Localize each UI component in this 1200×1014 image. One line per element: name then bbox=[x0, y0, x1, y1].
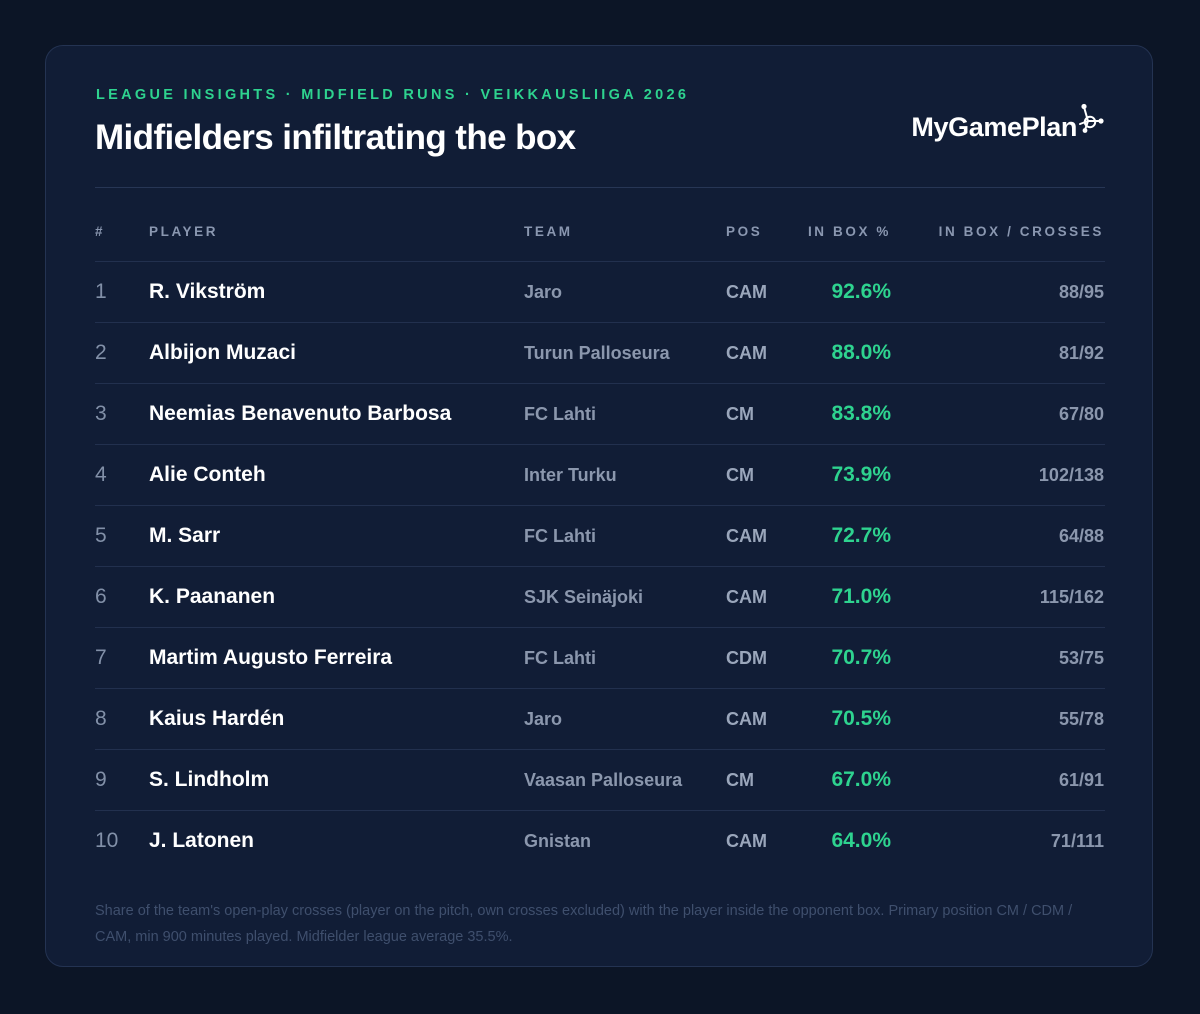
table-row: 7 Martim Augusto Ferreira FC Lahti CDM 7… bbox=[95, 628, 1105, 689]
in-box-pct-cell: 71.0% bbox=[831, 585, 891, 608]
table-row: 5 M. Sarr FC Lahti CAM 72.7% 64/88 bbox=[95, 506, 1105, 567]
in-box-pct-cell: 83.8% bbox=[831, 402, 891, 425]
in-box-pct-cell: 70.7% bbox=[831, 646, 891, 669]
rank-cell: 10 bbox=[95, 829, 119, 852]
column-header-in-box-pct: IN BOX % bbox=[807, 224, 891, 239]
column-header-in-box-crosses: IN BOX / CROSSES bbox=[938, 224, 1104, 239]
position-cell: CM bbox=[726, 404, 754, 424]
in-box-pct-cell: 72.7% bbox=[831, 524, 891, 547]
footnote: Share of the team's open-play crosses (p… bbox=[95, 903, 1073, 945]
team-cell: Jaro bbox=[524, 282, 563, 302]
team-cell: Gnistan bbox=[524, 831, 592, 851]
player-cell: Neemias Benavenuto Barbosa bbox=[149, 402, 452, 425]
player-cell: Alie Conteh bbox=[149, 463, 266, 486]
player-cell: Martim Augusto Ferreira bbox=[149, 646, 393, 669]
position-cell: CAM bbox=[726, 587, 767, 607]
player-cell: J. Latonen bbox=[149, 829, 255, 852]
rank-cell: 3 bbox=[95, 402, 107, 425]
in-box-pct-cell: 73.9% bbox=[831, 463, 891, 486]
team-cell: FC Lahti bbox=[524, 404, 596, 424]
in-box-pct-cell: 64.0% bbox=[831, 829, 891, 852]
table-row: 9 S. Lindholm Vaasan Palloseura CM 67.0%… bbox=[95, 750, 1105, 811]
position-cell: CAM bbox=[726, 343, 767, 363]
in-box-crosses-cell: 88/95 bbox=[1058, 282, 1104, 302]
in-box-crosses-cell: 67/80 bbox=[1058, 404, 1104, 424]
player-cell: R. Vikström bbox=[149, 280, 266, 303]
in-box-crosses-cell: 61/91 bbox=[1058, 770, 1104, 790]
in-box-crosses-cell: 64/88 bbox=[1058, 526, 1104, 546]
rank-cell: 8 bbox=[95, 707, 107, 730]
rank-cell: 4 bbox=[95, 463, 107, 486]
table-row: 8 Kaius Hardén Jaro CAM 70.5% 55/78 bbox=[95, 689, 1105, 750]
brand-name: MyGamePlan bbox=[911, 112, 1077, 142]
in-box-crosses-cell: 55/78 bbox=[1058, 709, 1104, 729]
brand-logo: MyGamePlan bbox=[911, 102, 1106, 141]
team-cell: Jaro bbox=[524, 709, 563, 729]
position-cell: CAM bbox=[726, 282, 767, 302]
player-cell: Albijon Muzaci bbox=[149, 341, 296, 364]
player-cell: K. Paananen bbox=[149, 585, 276, 608]
page-title: Midfielders infiltrating the box bbox=[95, 118, 576, 157]
position-cell: CAM bbox=[726, 526, 767, 546]
in-box-pct-cell: 92.6% bbox=[831, 280, 891, 303]
player-cell: S. Lindholm bbox=[149, 768, 270, 791]
kicker-label: LEAGUE INSIGHTS · MIDFIELD RUNS · VEIKKA… bbox=[96, 87, 690, 103]
team-cell: SJK Seinäjoki bbox=[524, 587, 644, 607]
column-header-rank: # bbox=[95, 224, 106, 239]
table-header: # PLAYER TEAM POS IN BOX % IN BOX / CROS… bbox=[95, 214, 1105, 262]
table-row: 6 K. Paananen SJK Seinäjoki CAM 71.0% 11… bbox=[95, 567, 1105, 628]
network-nodes-icon bbox=[1078, 102, 1106, 134]
player-cell: M. Sarr bbox=[149, 524, 221, 547]
rank-cell: 1 bbox=[95, 280, 107, 303]
in-box-crosses-cell: 81/92 bbox=[1058, 343, 1104, 363]
team-cell: Vaasan Palloseura bbox=[524, 770, 683, 790]
in-box-crosses-cell: 53/75 bbox=[1058, 648, 1104, 668]
table-row: 2 Albijon Muzaci Turun Palloseura CAM 88… bbox=[95, 323, 1105, 384]
rank-cell: 6 bbox=[95, 585, 107, 608]
team-cell: Turun Palloseura bbox=[524, 343, 670, 363]
column-header-player: PLAYER bbox=[149, 224, 219, 239]
position-cell: CM bbox=[726, 770, 754, 790]
in-box-pct-cell: 67.0% bbox=[831, 768, 891, 791]
in-box-crosses-cell: 71/111 bbox=[1050, 831, 1104, 851]
position-cell: CAM bbox=[726, 831, 767, 851]
table-row: 3 Neemias Benavenuto Barbosa FC Lahti CM… bbox=[95, 384, 1105, 445]
column-header-position: POS bbox=[726, 224, 763, 239]
team-cell: FC Lahti bbox=[524, 526, 596, 546]
in-box-crosses-cell: 115/162 bbox=[1039, 587, 1104, 607]
position-cell: CM bbox=[726, 465, 754, 485]
team-cell: Inter Turku bbox=[524, 465, 617, 485]
table-row: 10 J. Latonen Gnistan CAM 64.0% 71/111 bbox=[95, 811, 1105, 871]
rank-cell: 9 bbox=[95, 768, 107, 791]
leaderboard-card: LEAGUE INSIGHTS · MIDFIELD RUNS · VEIKKA… bbox=[45, 45, 1153, 967]
in-box-crosses-cell: 102/138 bbox=[1038, 465, 1104, 485]
table-body: 1 R. Vikström Jaro CAM 92.6% 88/95 2 Alb… bbox=[95, 262, 1105, 871]
rank-cell: 5 bbox=[95, 524, 107, 547]
player-cell: Kaius Hardén bbox=[149, 707, 285, 730]
column-header-team: TEAM bbox=[524, 224, 573, 239]
table-row: 4 Alie Conteh Inter Turku CM 73.9% 102/1… bbox=[95, 445, 1105, 506]
position-cell: CDM bbox=[726, 648, 767, 668]
team-cell: FC Lahti bbox=[524, 648, 596, 668]
table-row: 1 R. Vikström Jaro CAM 92.6% 88/95 bbox=[95, 262, 1105, 323]
rank-cell: 2 bbox=[95, 341, 107, 364]
in-box-pct-cell: 88.0% bbox=[831, 341, 891, 364]
header-divider bbox=[95, 187, 1105, 188]
position-cell: CAM bbox=[726, 709, 767, 729]
in-box-pct-cell: 70.5% bbox=[831, 707, 891, 730]
rank-cell: 7 bbox=[95, 646, 107, 669]
